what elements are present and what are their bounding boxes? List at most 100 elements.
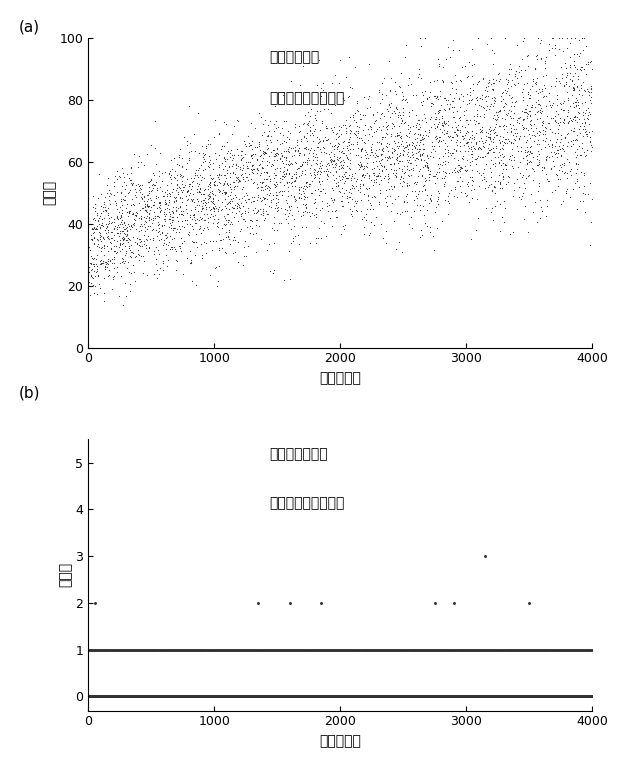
Point — [304, 691, 314, 703]
Point — [183, 193, 193, 205]
Point — [220, 691, 231, 703]
Point — [250, 643, 260, 656]
Point — [529, 173, 539, 186]
Point — [583, 691, 593, 703]
Point — [533, 643, 543, 656]
Point — [291, 166, 301, 178]
Point — [379, 691, 389, 703]
Point — [416, 691, 426, 703]
Point — [146, 201, 156, 213]
Point — [501, 691, 512, 703]
Point — [111, 240, 121, 252]
Point — [423, 130, 433, 142]
Point — [551, 75, 561, 87]
Point — [500, 137, 510, 149]
Point — [580, 167, 590, 180]
Point — [253, 140, 263, 152]
Point — [357, 643, 367, 656]
Point — [285, 273, 295, 285]
Point — [395, 81, 405, 93]
Point — [278, 129, 289, 141]
Point — [121, 234, 131, 246]
Point — [229, 691, 239, 703]
Point — [299, 189, 309, 202]
Point — [352, 205, 362, 217]
Point — [547, 32, 558, 44]
Point — [566, 691, 576, 703]
Point — [232, 643, 243, 656]
Point — [415, 144, 425, 156]
Point — [421, 115, 432, 128]
Point — [284, 145, 294, 157]
Point — [466, 643, 476, 656]
Point — [140, 216, 151, 228]
Point — [232, 691, 243, 703]
Point — [587, 691, 597, 703]
Point — [143, 245, 153, 257]
Point — [554, 32, 564, 44]
Point — [427, 691, 437, 703]
Point — [98, 255, 108, 267]
Point — [168, 214, 178, 226]
Point — [152, 209, 163, 222]
Point — [291, 194, 301, 206]
Point — [483, 79, 493, 92]
Point — [402, 691, 412, 703]
Point — [476, 169, 486, 181]
Point — [102, 257, 112, 269]
Point — [100, 225, 110, 237]
Point — [451, 691, 461, 703]
Point — [437, 75, 447, 87]
Point — [563, 643, 573, 656]
Point — [90, 691, 100, 703]
Point — [399, 167, 409, 179]
Point — [362, 203, 372, 215]
Point — [350, 643, 360, 656]
Point — [566, 691, 576, 703]
Point — [185, 691, 195, 703]
Point — [500, 159, 510, 171]
Point — [517, 53, 527, 66]
Point — [105, 235, 115, 248]
Point — [530, 101, 541, 113]
Point — [336, 173, 346, 185]
Point — [342, 643, 352, 656]
Point — [555, 77, 565, 89]
Point — [485, 162, 495, 174]
Point — [149, 643, 159, 656]
Point — [559, 691, 569, 703]
Point — [360, 643, 370, 656]
Point — [510, 130, 520, 142]
Point — [370, 643, 381, 656]
Point — [149, 179, 159, 191]
Point — [185, 691, 195, 703]
Point — [263, 180, 273, 192]
Point — [117, 225, 127, 237]
Point — [458, 643, 468, 656]
Point — [520, 691, 530, 703]
Point — [102, 643, 112, 656]
Point — [584, 125, 594, 138]
Point — [123, 220, 134, 232]
Point — [346, 643, 356, 656]
Point — [155, 261, 165, 274]
Point — [416, 152, 426, 164]
Point — [322, 168, 332, 180]
Point — [142, 691, 152, 703]
Point — [435, 691, 445, 703]
Point — [100, 643, 110, 656]
Point — [521, 150, 531, 162]
Point — [178, 691, 188, 703]
Point — [345, 691, 355, 703]
Point — [208, 157, 218, 169]
Point — [356, 205, 366, 217]
Point — [490, 121, 500, 134]
Point — [345, 136, 355, 148]
Point — [451, 691, 461, 703]
Point — [546, 643, 556, 656]
Point — [232, 643, 242, 656]
Point — [346, 167, 357, 180]
Point — [490, 180, 500, 193]
Point — [113, 290, 123, 303]
Point — [566, 691, 576, 703]
